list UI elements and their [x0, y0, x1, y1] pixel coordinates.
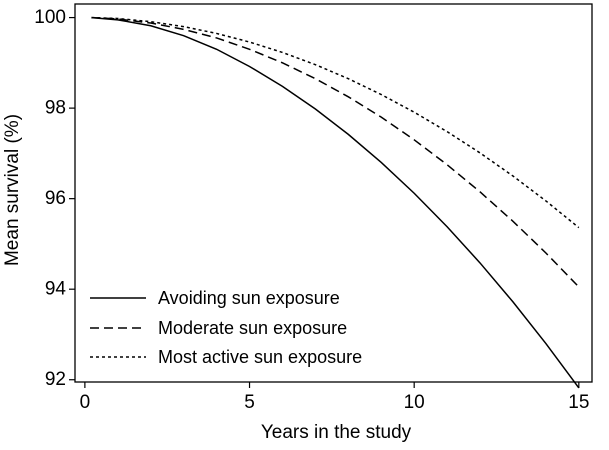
- series-line-3: [91, 16, 580, 229]
- x-axis-ticks: 0 5 10 15: [80, 382, 589, 413]
- legend-label-2: Moderate sun exposure: [158, 318, 347, 338]
- x-axis-title: Years in the study: [261, 422, 412, 443]
- y-axis-title: Mean survival (%): [2, 114, 23, 266]
- series-line-2: [91, 16, 580, 288]
- legend-label-3: Most active sun exposure: [158, 347, 362, 367]
- y-tick-label: 96: [45, 188, 66, 209]
- legend-label-1: Avoiding sun exposure: [158, 288, 340, 308]
- series-line-1: [91, 16, 580, 389]
- x-tick-label: 15: [568, 392, 589, 413]
- y-tick-label: 98: [45, 98, 66, 119]
- series-lines: [91, 16, 580, 389]
- x-tick-label: 5: [244, 392, 255, 413]
- y-tick-label: 100: [34, 7, 66, 28]
- x-tick-label: 10: [404, 392, 425, 413]
- y-tick-label: 94: [45, 279, 67, 300]
- x-tick-label: 0: [80, 392, 91, 413]
- legend: Avoiding sun exposure Moderate sun exposu…: [90, 288, 362, 367]
- y-axis-ticks: 92 94 96 98 100: [34, 7, 75, 390]
- plot-frame: [74, 3, 593, 383]
- y-tick-label: 92: [45, 369, 66, 390]
